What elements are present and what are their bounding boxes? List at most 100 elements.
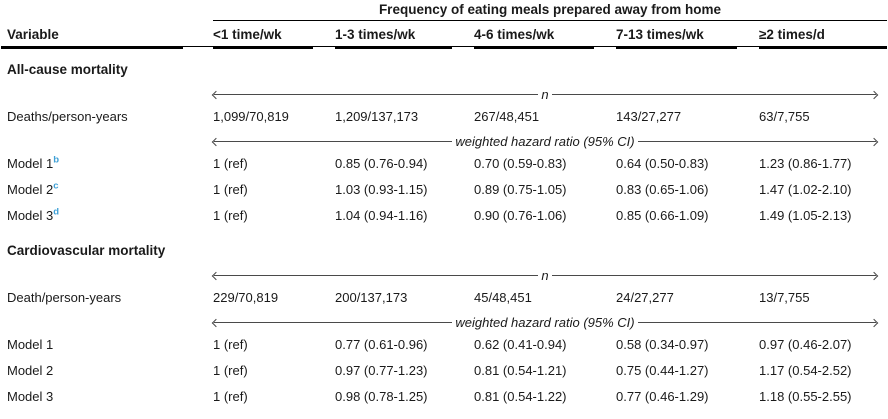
hr-cell: 1.23 (0.86-1.77) <box>759 156 852 171</box>
hr-cell: 1 (ref) <box>213 389 248 404</box>
count-cell: 267/48,451 <box>474 109 540 124</box>
table-row-death-person-years: Death/person-years 229/70,819 200/137,17… <box>1 284 887 310</box>
table-row-model-1-all-cause: Model 1b 1 (ref) 0.85 (0.76-0.94) 0.70 (… <box>1 150 887 176</box>
col-header-1-3-times-wk: 1-3 times/wk <box>335 21 474 49</box>
hr-arrow-row-cardiovascular: weighted hazard ratio (95% CI) <box>1 310 887 331</box>
row-label: Death/person-years <box>7 290 122 305</box>
row-label: Deaths/person-years <box>7 109 128 124</box>
col-header-variable: Variable <box>1 21 213 49</box>
arrow-line <box>637 322 877 323</box>
count-cell: 1,099/70,819 <box>213 109 289 124</box>
footnote-marker-b[interactable]: b <box>53 154 60 166</box>
hr-cell: 0.58 (0.34-0.97) <box>616 337 709 352</box>
hr-cell: 0.62 (0.41-0.94) <box>474 337 567 352</box>
hr-cell: 1 (ref) <box>213 208 248 223</box>
hr-cell: 0.64 (0.50-0.83) <box>616 156 709 171</box>
n-span-label: n <box>541 87 549 102</box>
count-cell: 45/48,451 <box>474 290 532 305</box>
n-arrow-row-cardiovascular: n <box>1 263 887 284</box>
spanner-row: Frequency of eating meals prepared away … <box>1 1 887 21</box>
hr-span-label: weighted hazard ratio (95% CI) <box>455 134 635 149</box>
count-cell: 13/7,755 <box>759 290 810 305</box>
hr-cell: 1.18 (0.55-2.55) <box>759 389 852 404</box>
section-row-cardiovascular: Cardiovascular mortality <box>1 228 887 263</box>
hr-cell: 1.04 (0.94-1.16) <box>335 208 428 223</box>
n-arrow-row-all-cause: n <box>1 82 887 103</box>
hr-arrow-row-all-cause: weighted hazard ratio (95% CI) <box>1 129 887 150</box>
hr-cell: 0.85 (0.66-1.09) <box>616 208 709 223</box>
arrow-right-icon <box>869 271 879 280</box>
hr-cell: 0.98 (0.78-1.25) <box>335 389 428 404</box>
arrow-line <box>551 275 877 276</box>
arrow-right-icon <box>869 137 879 146</box>
spanner-spacer <box>1 1 213 21</box>
footnote-marker-d[interactable]: d <box>53 206 60 218</box>
hr-span-arrow: weighted hazard ratio (95% CI) <box>211 134 879 149</box>
arrow-line <box>214 275 539 276</box>
hr-cell: 0.90 (0.76-1.06) <box>474 208 567 223</box>
row-label: Model 2 <box>7 182 54 197</box>
table-row-model-2-all-cause: Model 2c 1 (ref) 1.03 (0.93-1.15) 0.89 (… <box>1 176 887 202</box>
hr-cell: 1 (ref) <box>213 363 248 378</box>
hr-cell: 1 (ref) <box>213 156 248 171</box>
arrow-left-icon <box>211 271 221 280</box>
table-row-model-1-cardiovascular: Model 1 1 (ref) 0.77 (0.61-0.96) 0.62 (0… <box>1 331 887 357</box>
hr-cell: 0.75 (0.44-1.27) <box>616 363 709 378</box>
hr-cell: 1.49 (1.05-2.13) <box>759 208 852 223</box>
hr-cell: 1.47 (1.02-2.10) <box>759 182 852 197</box>
section-title-all-cause: All-cause mortality <box>7 62 128 77</box>
n-span-label: n <box>541 268 549 283</box>
arrow-line <box>551 94 877 95</box>
row-label: Model 3 <box>7 389 54 404</box>
n-span-arrow: n <box>211 268 879 283</box>
hr-cell: 0.77 (0.61-0.96) <box>335 337 428 352</box>
count-cell: 229/70,819 <box>213 290 279 305</box>
column-header-row: Variable <1 time/wk 1-3 times/wk 4-6 tim… <box>1 21 887 49</box>
arrow-left-icon <box>211 90 221 99</box>
hr-cell: 0.81 (0.54-1.21) <box>474 363 567 378</box>
hr-cell: 0.89 (0.75-1.05) <box>474 182 567 197</box>
hr-cell: 0.70 (0.59-0.83) <box>474 156 567 171</box>
hr-cell: 1 (ref) <box>213 337 248 352</box>
hr-cell: 0.97 (0.46-2.07) <box>759 337 852 352</box>
count-cell: 1,209/137,173 <box>335 109 419 124</box>
arrow-right-icon <box>869 90 879 99</box>
count-cell: 63/7,755 <box>759 109 810 124</box>
row-label: Model 1 <box>7 337 54 352</box>
hr-cell: 0.97 (0.77-1.23) <box>335 363 428 378</box>
col-header-7-13-times-wk: 7-13 times/wk <box>616 21 759 49</box>
hr-cell: 0.81 (0.54-1.22) <box>474 389 567 404</box>
arrow-line <box>214 141 453 142</box>
arrow-left-icon <box>211 318 221 327</box>
hr-cell: 1 (ref) <box>213 182 248 197</box>
hr-span-label: weighted hazard ratio (95% CI) <box>455 315 635 330</box>
table-row-model-2-cardiovascular: Model 2 1 (ref) 0.97 (0.77-1.23) 0.81 (0… <box>1 357 887 383</box>
section-row-all-cause: All-cause mortality <box>1 47 887 82</box>
spanner-title: Frequency of eating meals prepared away … <box>213 1 887 21</box>
footnote-marker-c[interactable]: c <box>53 180 59 192</box>
mortality-hazard-table: Frequency of eating meals prepared away … <box>1 1 887 409</box>
n-span-arrow: n <box>211 87 879 102</box>
arrow-line <box>214 322 453 323</box>
count-cell: 200/137,173 <box>335 290 408 305</box>
hr-span-arrow: weighted hazard ratio (95% CI) <box>211 315 879 330</box>
col-header-4-6-times-wk: 4-6 times/wk <box>474 21 616 49</box>
arrow-line <box>214 94 539 95</box>
count-cell: 143/27,277 <box>616 109 682 124</box>
hr-cell: 0.85 (0.76-0.94) <box>335 156 428 171</box>
hr-cell: 0.83 (0.65-1.06) <box>616 182 709 197</box>
col-header-lt1-time-wk: <1 time/wk <box>213 21 335 49</box>
table-row-model-3-cardiovascular: Model 3 1 (ref) 0.98 (0.78-1.25) 0.81 (0… <box>1 383 887 409</box>
arrow-left-icon <box>211 137 221 146</box>
row-label: Model 1 <box>7 156 54 171</box>
count-cell: 24/27,277 <box>616 290 674 305</box>
table-row-deaths-person-years: Deaths/person-years 1,099/70,819 1,209/1… <box>1 103 887 129</box>
section-title-cardiovascular: Cardiovascular mortality <box>7 243 166 258</box>
arrow-line <box>637 141 877 142</box>
arrow-right-icon <box>869 318 879 327</box>
hr-cell: 0.77 (0.46-1.29) <box>616 389 709 404</box>
hr-cell: 1.03 (0.93-1.15) <box>335 182 428 197</box>
row-label: Model 2 <box>7 363 54 378</box>
row-label: Model 3 <box>7 208 54 223</box>
